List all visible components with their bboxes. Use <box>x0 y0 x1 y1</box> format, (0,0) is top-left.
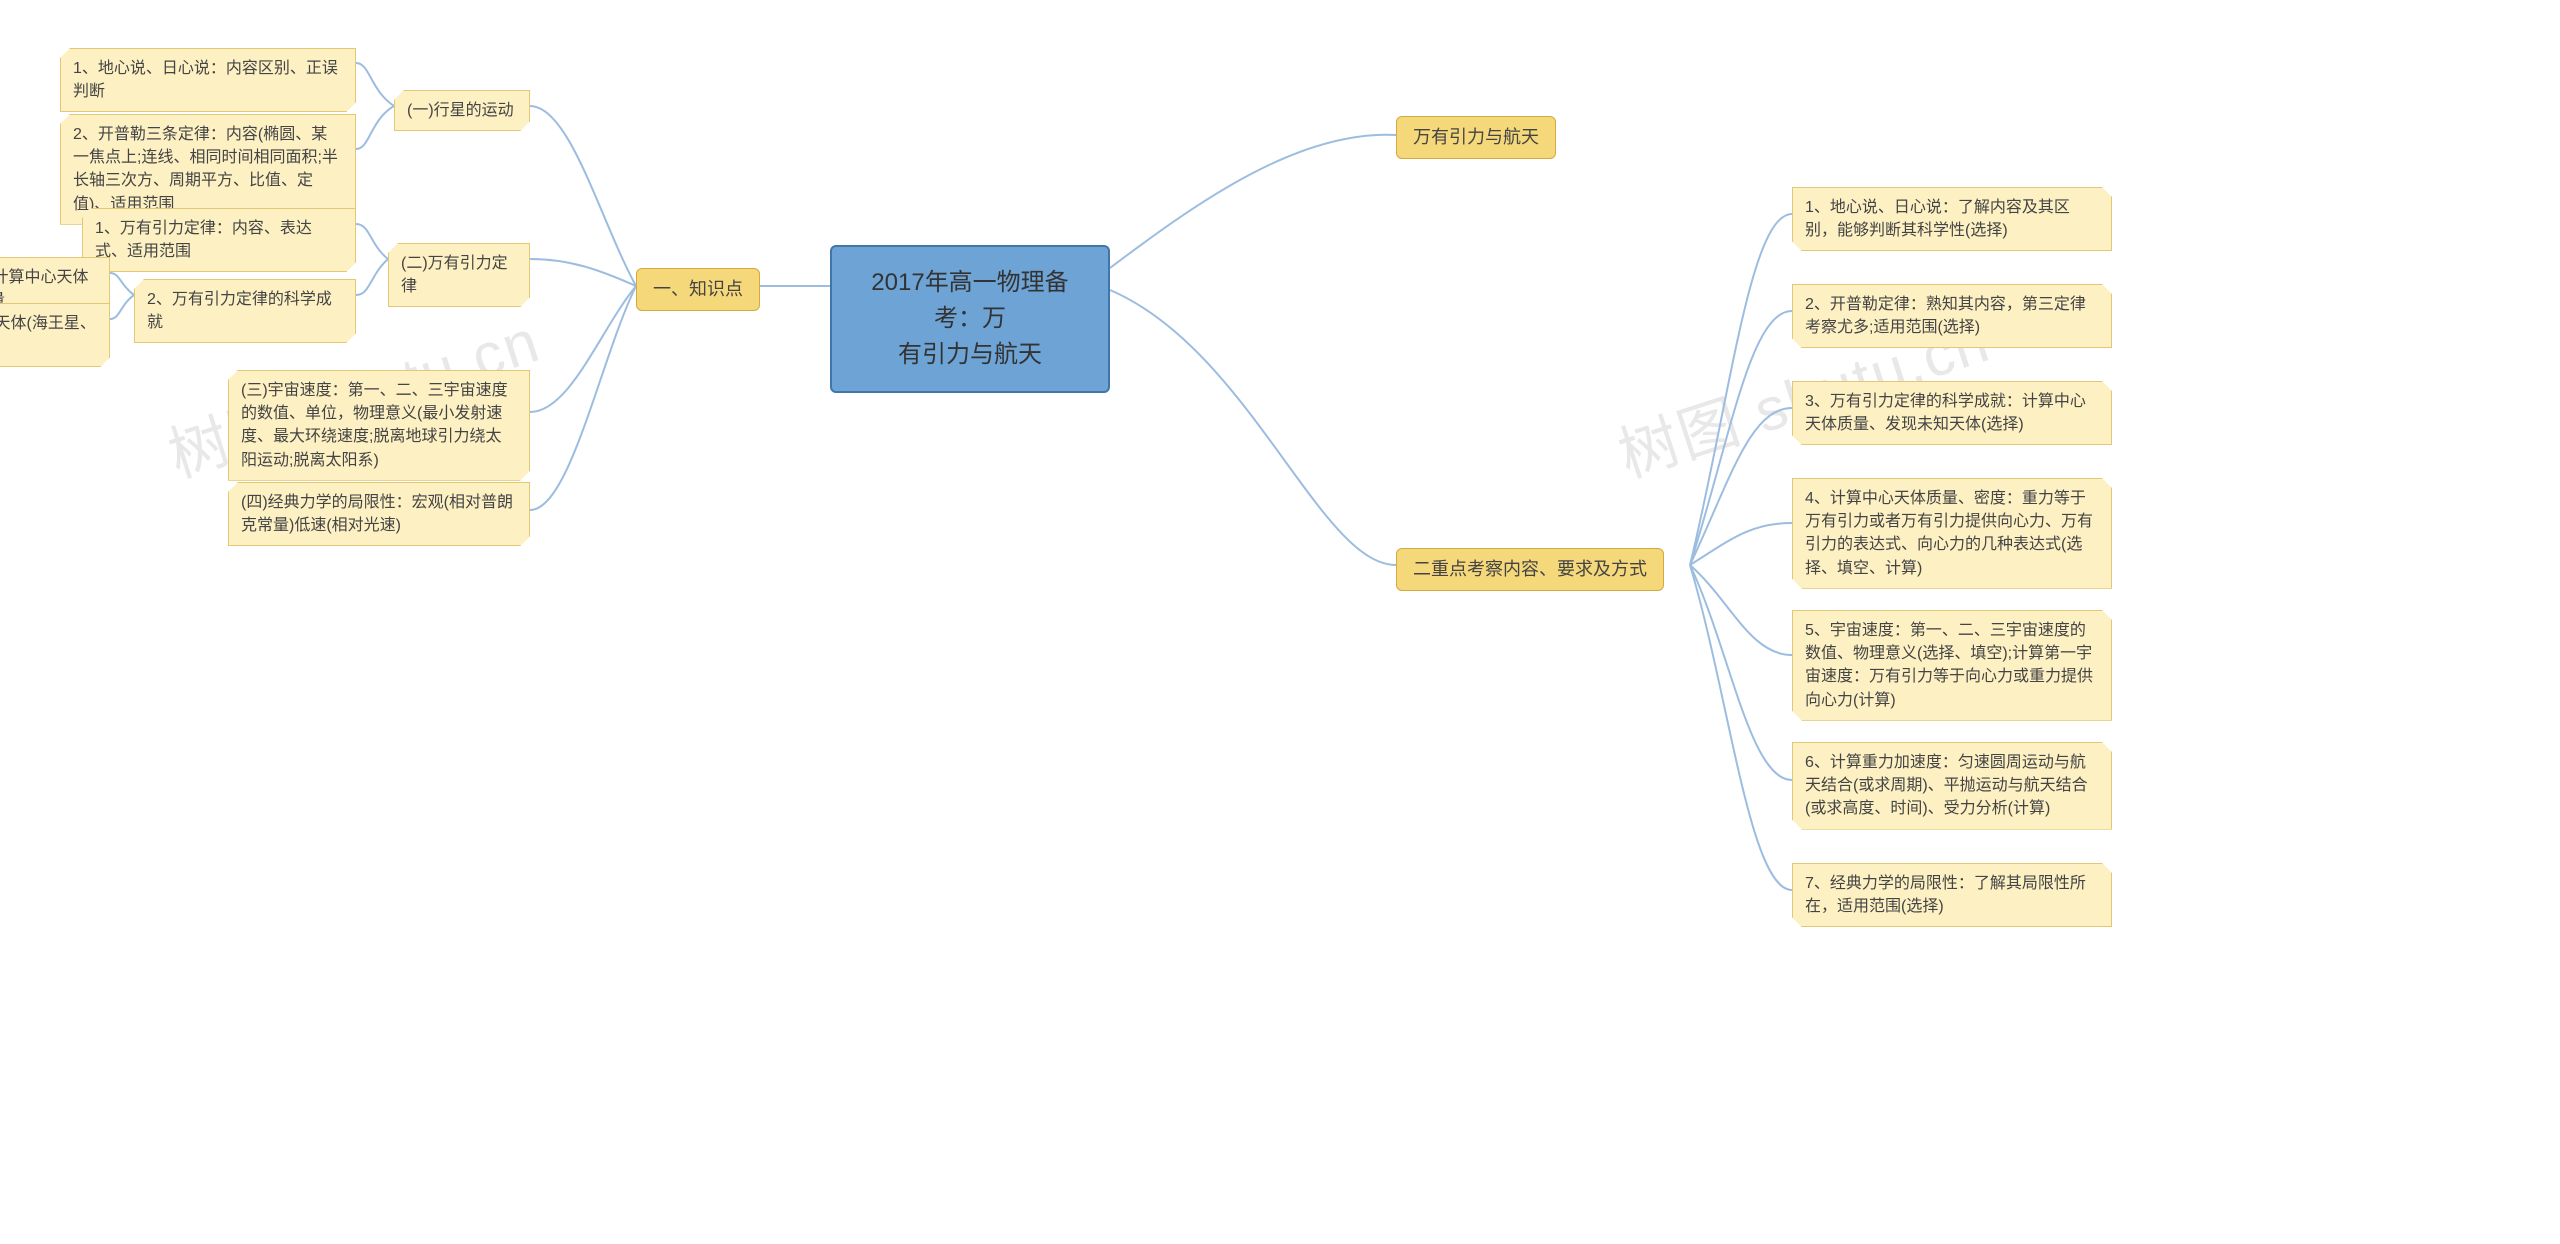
right-item-5-text: 5、宇宙速度：第一、二、三宇宙速度的数值、物理意义(选择、填空);计算第一宇宙速… <box>1805 619 2099 712</box>
right-item-7[interactable]: 7、经典力学的局限性：了解其局限性所在，适用范围(选择) <box>1792 863 2112 927</box>
left-sub1[interactable]: (一)行星的运动 <box>394 90 530 131</box>
right-item-1-text: 1、地心说、日心说：了解内容及其区别，能够判断其科学性(选择) <box>1805 196 2099 242</box>
left-sub2-deeper2[interactable]: (2)发现未知天体(海王星、冥王星) <box>0 303 110 367</box>
left-branch-label: 一、知识点 <box>653 277 743 302</box>
right-top-label: 万有引力与航天 <box>1413 125 1539 150</box>
right-item-4[interactable]: 4、计算中心天体质量、密度：重力等于万有引力或者万有引力提供向心力、万有引力的表… <box>1792 478 2112 589</box>
left-sub2-item1-text: 1、万有引力定律：内容、表达式、适用范围 <box>95 217 343 263</box>
left-sub2[interactable]: (二)万有引力定律 <box>388 243 530 307</box>
left-sub1-item1-text: 1、地心说、日心说：内容区别、正误判断 <box>73 57 343 103</box>
right-item-1[interactable]: 1、地心说、日心说：了解内容及其区别，能够判断其科学性(选择) <box>1792 187 2112 251</box>
left-sub2-item2[interactable]: 2、万有引力定律的科学成就 <box>134 279 356 343</box>
left-sub1-label: (一)行星的运动 <box>407 99 514 122</box>
right-item-6-text: 6、计算重力加速度：匀速圆周运动与航天结合(或求周期)、平抛运动与航天结合(或求… <box>1805 751 2099 821</box>
right-item-3-text: 3、万有引力定律的科学成就：计算中心天体质量、发现未知天体(选择) <box>1805 390 2099 436</box>
root-text: 2017年高一物理备考：万 有引力与航天 <box>854 265 1086 373</box>
left-branch[interactable]: 一、知识点 <box>636 268 760 311</box>
left-sub3-text: (三)宇宙速度：第一、二、三宇宙速度的数值、单位，物理意义(最小发射速度、最大环… <box>241 379 517 472</box>
left-sub1-item1[interactable]: 1、地心说、日心说：内容区别、正误判断 <box>60 48 356 112</box>
right-branch-label: 二重点考察内容、要求及方式 <box>1413 557 1647 582</box>
left-sub1-item2-text: 2、开普勒三条定律：内容(椭圆、某一焦点上;连线、相同时间相同面积;半长轴三次方… <box>73 123 343 216</box>
left-sub2-deeper2-text: (2)发现未知天体(海王星、冥王星) <box>0 312 97 358</box>
left-sub2-item1[interactable]: 1、万有引力定律：内容、表达式、适用范围 <box>82 208 356 272</box>
connection-lines <box>0 0 2560 1244</box>
right-item-7-text: 7、经典力学的局限性：了解其局限性所在，适用范围(选择) <box>1805 872 2099 918</box>
left-sub2-label: (二)万有引力定律 <box>401 252 517 298</box>
left-sub2-item2-text: 2、万有引力定律的科学成就 <box>147 288 343 334</box>
left-sub4[interactable]: (四)经典力学的局限性：宏观(相对普朗克常量)低速(相对光速) <box>228 482 530 546</box>
right-top[interactable]: 万有引力与航天 <box>1396 116 1556 159</box>
right-item-6[interactable]: 6、计算重力加速度：匀速圆周运动与航天结合(或求周期)、平抛运动与航天结合(或求… <box>1792 742 2112 830</box>
right-item-5[interactable]: 5、宇宙速度：第一、二、三宇宙速度的数值、物理意义(选择、填空);计算第一宇宙速… <box>1792 610 2112 721</box>
right-item-2[interactable]: 2、开普勒定律：熟知其内容，第三定律考察尤多;适用范围(选择) <box>1792 284 2112 348</box>
right-item-4-text: 4、计算中心天体质量、密度：重力等于万有引力或者万有引力提供向心力、万有引力的表… <box>1805 487 2099 580</box>
left-sub4-text: (四)经典力学的局限性：宏观(相对普朗克常量)低速(相对光速) <box>241 491 517 537</box>
right-item-3[interactable]: 3、万有引力定律的科学成就：计算中心天体质量、发现未知天体(选择) <box>1792 381 2112 445</box>
left-sub3[interactable]: (三)宇宙速度：第一、二、三宇宙速度的数值、单位，物理意义(最小发射速度、最大环… <box>228 370 530 481</box>
root-node[interactable]: 2017年高一物理备考：万 有引力与航天 <box>830 245 1110 393</box>
right-item-2-text: 2、开普勒定律：熟知其内容，第三定律考察尤多;适用范围(选择) <box>1805 293 2099 339</box>
right-branch[interactable]: 二重点考察内容、要求及方式 <box>1396 548 1664 591</box>
